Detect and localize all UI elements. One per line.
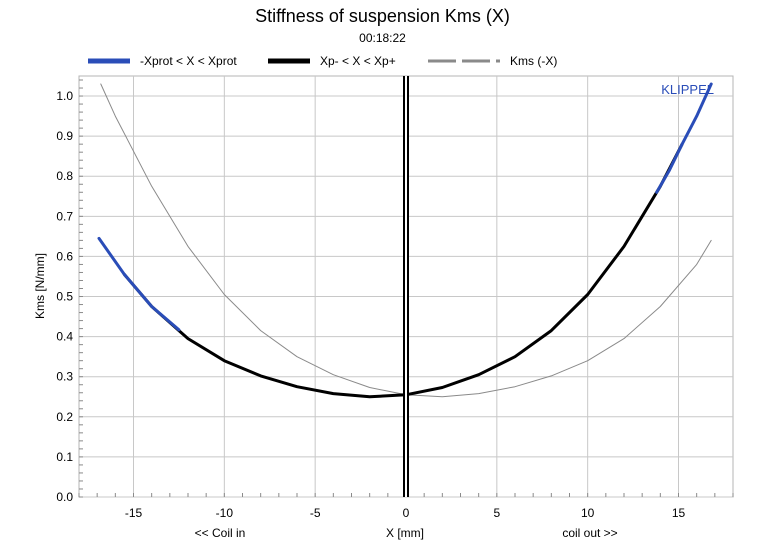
y-tick-label: 0.1 [56, 450, 73, 464]
legend-label-series-1: -Xprot < X < Xprot [140, 54, 237, 68]
zero-marker-gap [405, 76, 407, 497]
x-tick-labels: -15 -10 -5 0 5 10 15 [125, 506, 686, 520]
y-tick-label: 0.7 [56, 209, 73, 223]
zero-marker [403, 76, 409, 497]
series-line-3 [655, 82, 713, 194]
y-tick-labels: 0.0 0.1 0.2 0.3 0.4 0.5 0.6 0.7 0.8 0.9 1.0 [56, 89, 73, 504]
x-tick-label: -15 [125, 506, 143, 520]
x-tick-label: 0 [403, 506, 410, 520]
y-tick-label: 0.2 [56, 410, 73, 424]
y-tick-label: 0.6 [56, 249, 73, 263]
minor-ticks [78, 79, 734, 498]
x-tick-label: 5 [493, 506, 500, 520]
y-tick-label: 0.3 [56, 370, 73, 384]
x-tick-label: 15 [672, 506, 686, 520]
y-tick-label: 0.9 [56, 129, 73, 143]
y-tick-label: 0.8 [56, 169, 73, 183]
x-tick-label: -10 [216, 506, 234, 520]
legend: -Xprot < X < Xprot Xp- < X < Xp+ Kms (-X… [88, 54, 557, 68]
x-axis-label-coil-in: << Coil in [195, 526, 246, 540]
x-tick-label: -5 [310, 506, 321, 520]
series-line-1 [97, 236, 181, 332]
y-tick-label: 1.0 [56, 89, 73, 103]
chart-subtitle: 00:18:22 [359, 31, 406, 45]
x-axis-label: X [mm] [386, 526, 424, 540]
legend-label-series-2: Xp- < X < Xp+ [320, 54, 396, 68]
legend-label-series-3: Kms (-X) [510, 54, 557, 68]
x-axis-label-coil-out: coil out >> [562, 526, 617, 540]
klippel-logo-text: KLIPPEL [661, 82, 714, 97]
chart-title: Stiffness of suspension Kms (X) [255, 6, 510, 26]
y-tick-label: 0.0 [56, 490, 73, 504]
y-tick-label: 0.4 [56, 330, 73, 344]
x-tick-label: 10 [581, 506, 595, 520]
y-axis-label: Kms [N/mm] [33, 253, 47, 319]
y-tick-label: 0.5 [56, 290, 73, 304]
